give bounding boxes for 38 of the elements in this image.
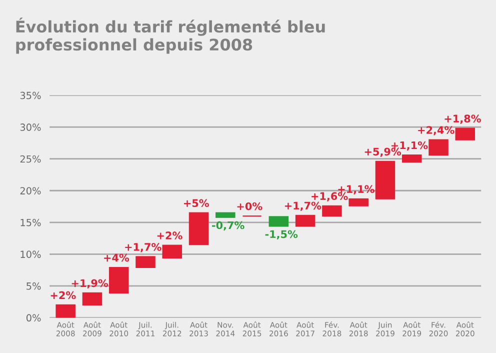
- data-label: +1,7%: [125, 242, 162, 252]
- bar: [348, 198, 368, 206]
- bar: [82, 292, 102, 306]
- bar: [108, 266, 129, 294]
- data-label: -1,5%: [265, 230, 298, 240]
- data-label: +5%: [184, 199, 209, 208]
- y-tick-label: 25%: [20, 155, 41, 163]
- data-label: +1,6%: [312, 192, 348, 202]
- bar: [322, 205, 342, 217]
- bar: [428, 139, 448, 156]
- data-label: +2,4%: [418, 126, 454, 136]
- data-label: +1,1%: [338, 185, 374, 194]
- data-label: -0,7%: [212, 221, 244, 231]
- data-label: +4%: [104, 254, 130, 262]
- data-label: +2%: [50, 291, 76, 300]
- bar: [56, 304, 76, 318]
- bar: [268, 216, 289, 227]
- data-label: +2%: [157, 232, 182, 240]
- bar: [402, 154, 422, 163]
- bar: [375, 160, 396, 200]
- bar: [295, 214, 316, 227]
- y-tick-label: 0%: [26, 314, 41, 322]
- bar: [216, 212, 236, 218]
- data-label: +1,7%: [284, 202, 322, 211]
- y-tick-label: 20%: [20, 187, 41, 194]
- data-label: +0%: [237, 202, 262, 210]
- data-label: +1,8%: [444, 114, 481, 124]
- y-tick-label: 10%: [20, 250, 41, 258]
- y-tick-label: 5%: [26, 282, 41, 290]
- bar: [136, 256, 156, 268]
- y-tick-label: 15%: [20, 218, 41, 226]
- y-tick-label: 30%: [20, 124, 41, 131]
- data-label: +1,9%: [72, 279, 108, 288]
- bar: [455, 128, 476, 140]
- bar: [188, 212, 209, 246]
- chart-title: Évolution du tarif réglementé bleu professionnel depuis 2008: [16, 18, 325, 54]
- bar: [162, 244, 182, 259]
- y-tick-label: 35%: [20, 92, 41, 100]
